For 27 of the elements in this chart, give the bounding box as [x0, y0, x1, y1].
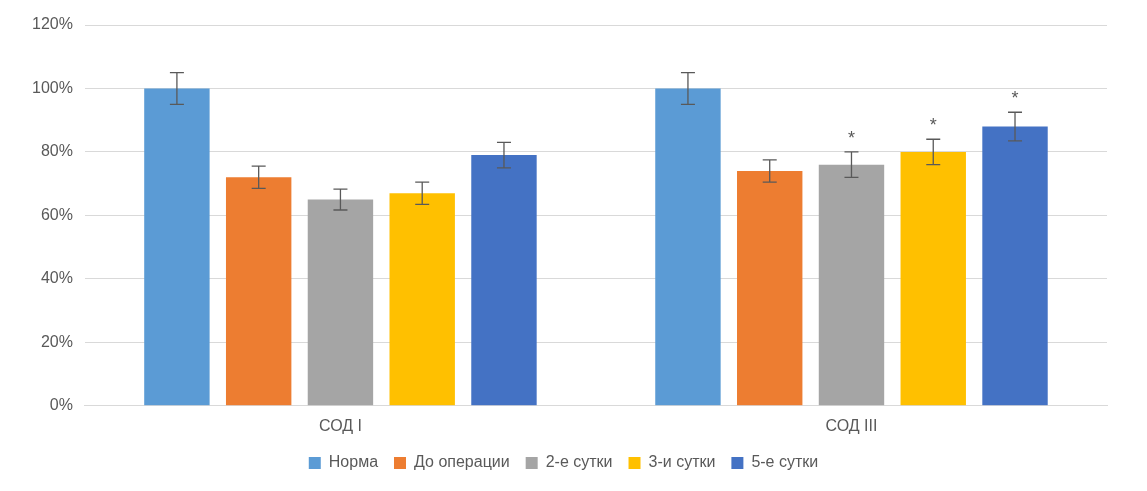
bar: [225, 177, 292, 406]
legend-label: 5-е сутки: [751, 453, 819, 471]
legend-label: Норма: [328, 453, 379, 471]
y-tick-label: 20%: [40, 332, 73, 350]
bar: [900, 151, 966, 406]
y-tick-label: 120%: [32, 15, 73, 33]
bar: [471, 155, 537, 406]
y-tick-label: 100%: [32, 78, 73, 96]
bar: [818, 164, 885, 406]
bar: [737, 170, 803, 406]
legend-label: 2-е сутки: [545, 453, 613, 471]
bar: [144, 88, 210, 406]
y-tick-label: 80%: [40, 142, 73, 160]
bar: [307, 199, 374, 406]
y-tick-label: 0%: [49, 396, 73, 414]
legend-label: До операции: [414, 453, 510, 471]
data-label: *: [929, 115, 937, 136]
y-tick-label: 60%: [40, 205, 73, 223]
bar: [655, 88, 721, 406]
bar: [982, 126, 1048, 406]
x-tick-label: СОД III: [825, 416, 878, 434]
legend-label: 3-и сутки: [648, 453, 716, 471]
bar: [389, 193, 455, 406]
data-label: *: [1011, 88, 1019, 109]
y-tick-label: 40%: [40, 269, 73, 287]
data-label: *: [847, 127, 855, 148]
x-tick-label: СОД I: [318, 416, 362, 434]
